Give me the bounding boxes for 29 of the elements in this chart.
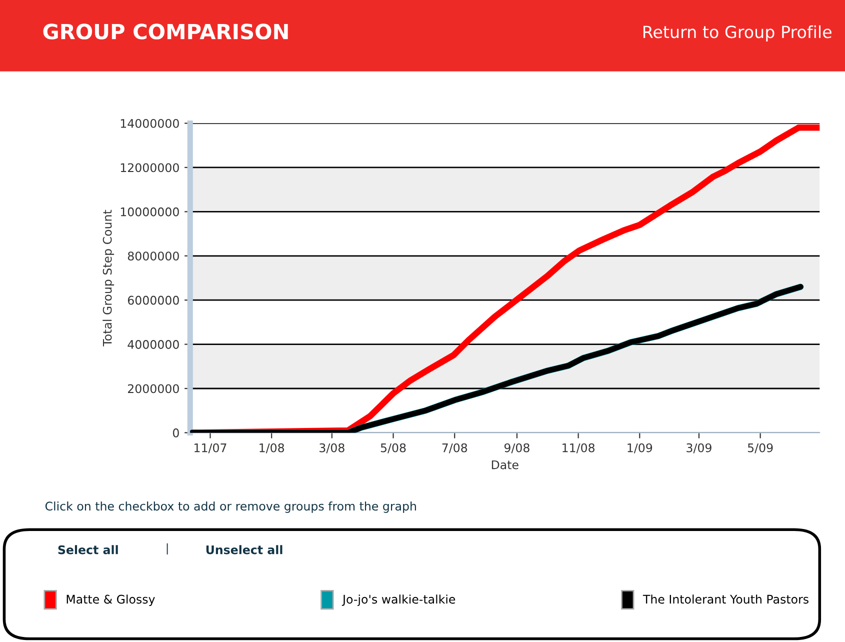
y-tick-label: 6000000 <box>128 296 179 305</box>
legend-label: Matte & Glossy <box>66 594 155 606</box>
y-tick-label: 14000000 <box>120 118 179 128</box>
text: | <box>166 543 168 554</box>
x-tick-label: 5/08 <box>380 443 406 454</box>
x-tick-label: 1/09 <box>628 443 652 454</box>
x-tick-label: 5/09 <box>748 443 773 454</box>
legend-label: The Intolerant Youth Pastors <box>642 594 808 604</box>
text: Select all <box>58 545 118 554</box>
x-tick-label: 11/07 <box>194 443 226 454</box>
text: Unselect all <box>206 545 282 554</box>
legend-label: Jo-jo's walkie-talkie <box>342 594 456 606</box>
x-tick-label: 7/08 <box>442 443 468 454</box>
x-tick-label: 1/08 <box>260 443 284 454</box>
text: Click on the checkbox to add or remove groups from the graph <box>45 501 416 513</box>
x-axis-title: Date <box>492 460 518 470</box>
y-tick-label: 8000000 <box>128 252 179 261</box>
text: Return to Group Profile <box>643 25 832 42</box>
y-tick-label: 2000000 <box>128 384 179 394</box>
y-tick-label: 0 <box>172 428 179 438</box>
y-tick-label: 4000000 <box>128 340 179 349</box>
x-tick-label: 3/09 <box>686 443 712 454</box>
y-tick-label: 10000000 <box>120 207 179 216</box>
x-tick-label: 9/08 <box>504 443 530 454</box>
y-axis-title: Total Group Step Count <box>102 210 114 346</box>
chart-title: GROUP COMPARISON <box>43 24 288 40</box>
x-tick-label: 3/08 <box>320 443 344 454</box>
y-tick-label: 12000000 <box>120 163 179 172</box>
x-tick-label: 11/08 <box>562 443 594 454</box>
